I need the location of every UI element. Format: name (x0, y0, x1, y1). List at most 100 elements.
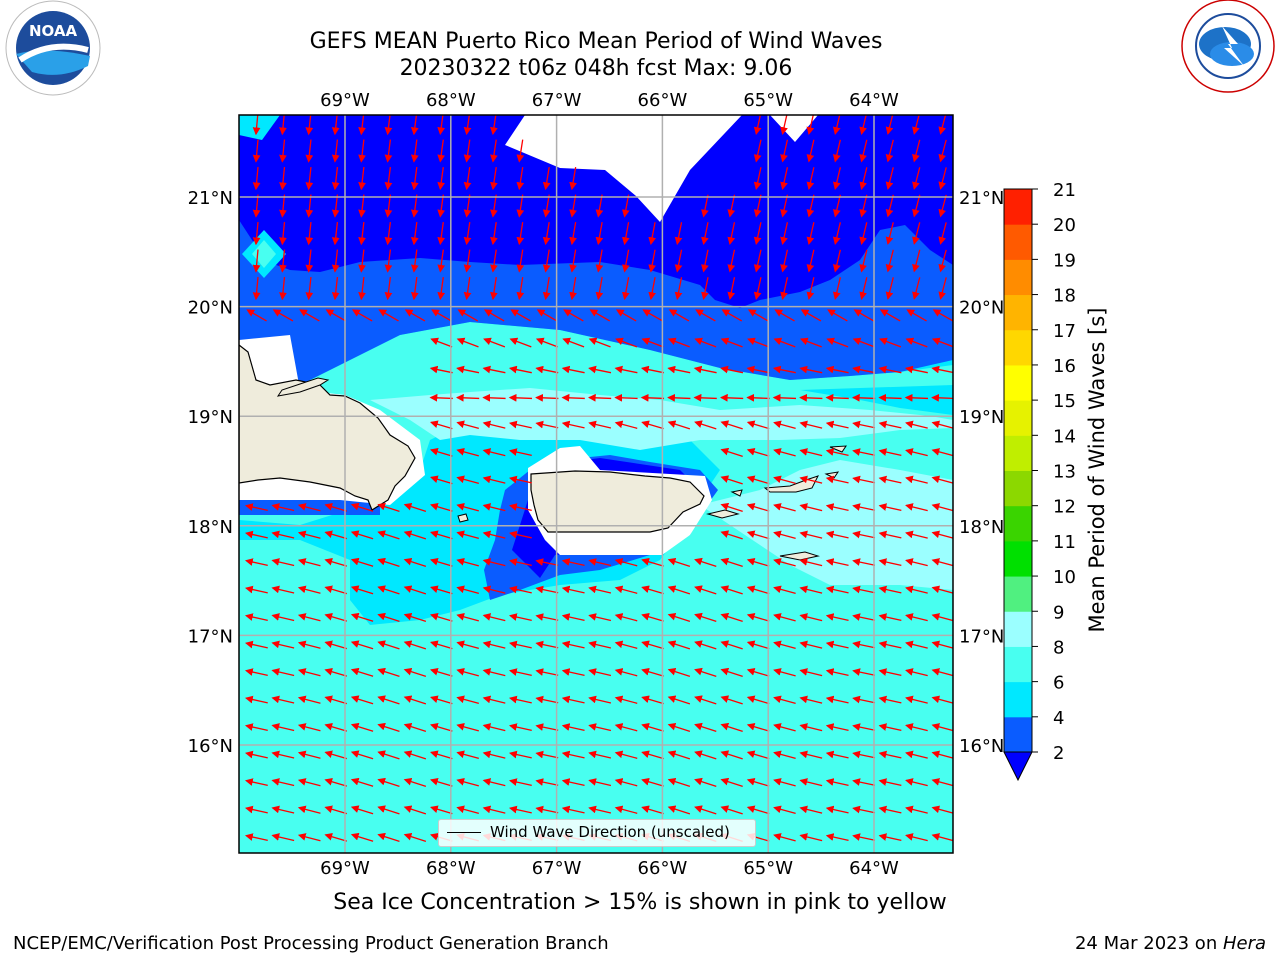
colorbar-segment (1004, 294, 1032, 331)
wave-direction-arrow (746, 365, 770, 374)
wave-direction-arrow (693, 365, 717, 374)
wave-direction-arrow (377, 750, 400, 760)
wave-direction-arrow (852, 337, 875, 348)
wave-direction-arrow (305, 139, 314, 163)
wave-direction-arrow (905, 695, 928, 704)
wave-direction-arrow (279, 221, 287, 246)
wave-direction-arrow (508, 365, 532, 374)
wave-direction-arrow (430, 722, 453, 732)
wave-direction-arrow (825, 448, 849, 456)
wave-direction-arrow (535, 613, 559, 621)
colorbar-segment (1004, 259, 1032, 296)
wave-direction-arrow (806, 222, 815, 245)
wave-direction-arrow (252, 194, 261, 218)
wave-direction-arrow (773, 695, 796, 704)
wave-direction-arrow (490, 277, 498, 301)
wave-direction-arrow (324, 530, 347, 540)
wave-direction-arrow (463, 277, 472, 301)
wave-direction-arrow (482, 503, 506, 512)
wave-direction-arrow (482, 365, 506, 374)
wave-direction-arrow (641, 557, 664, 567)
wave-direction-arrow (595, 222, 604, 246)
wave-direction-arrow (799, 805, 823, 814)
colorbar-tick-label: 20 (1053, 215, 1076, 236)
wave-direction-arrow (377, 640, 400, 650)
wave-direction-arrow (535, 805, 559, 814)
colorbar-tick-label: 19 (1053, 250, 1076, 271)
wave-direction-arrow (799, 833, 823, 842)
wave-direction-arrow (806, 277, 815, 300)
wave-direction-arrow (938, 277, 947, 300)
wave-direction-arrow (331, 221, 340, 246)
wave-direction-arrow (561, 668, 585, 676)
lat-tick-label-left: 17°N (188, 626, 233, 647)
wave-direction-arrow (403, 667, 427, 677)
wave-direction-arrow (350, 502, 374, 512)
wave-direction-arrow (410, 277, 419, 301)
wave-direction-arrow (490, 194, 498, 218)
colorbar-segment (1004, 576, 1032, 612)
wave-direction-arrow (482, 778, 506, 787)
wave-direction-arrow (614, 558, 638, 567)
wave-direction-arrow (350, 530, 374, 540)
wave-direction-arrow (463, 194, 472, 218)
wave-direction-arrow (720, 420, 743, 430)
wave-direction-arrow (482, 530, 506, 539)
wave-direction-arrow (377, 832, 400, 843)
wave-direction-arrow (595, 194, 604, 218)
wave-direction-arrow (516, 249, 525, 273)
wave-direction-arrow (350, 832, 374, 842)
wave-direction-arrow (456, 695, 479, 705)
wave-direction-arrow (938, 194, 947, 218)
wave-direction-arrow (595, 249, 604, 273)
wave-direction-arrow (720, 612, 743, 622)
wave-direction-arrow (799, 337, 822, 348)
wave-direction-arrow (299, 309, 320, 322)
wave-direction-arrow (377, 557, 400, 568)
wave-direction-arrow (695, 309, 716, 322)
wave-direction-arrow (569, 194, 577, 218)
wave-direction-arrow (482, 475, 506, 484)
lat-tick-label-right: 16°N (959, 736, 1004, 757)
wave-direction-arrow (827, 309, 848, 322)
wave-direction-arrow (727, 194, 736, 218)
wave-direction-arrow (508, 503, 532, 512)
wave-direction-arrow (746, 612, 770, 622)
wave-direction-arrow (350, 805, 374, 815)
wave-direction-arrow (878, 750, 902, 759)
wave-direction-arrow (324, 557, 347, 567)
wave-direction-arrow (746, 585, 770, 595)
wave-direction-arrow (938, 222, 947, 245)
chart-subtitle: 20230322 t06z 048h fcst Max: 9.06 (399, 56, 793, 81)
wave-direction-arrow (510, 309, 531, 322)
wave-direction-arrow (852, 723, 876, 731)
lat-tick-label-right: 18°N (959, 517, 1004, 538)
wave-direction-arrow (535, 750, 559, 759)
wave-direction-arrow (799, 558, 823, 567)
wave-direction-arrow (456, 668, 479, 677)
wave-direction-arrow (641, 777, 664, 787)
lat-tick-label-left: 18°N (188, 517, 233, 538)
wave-direction-arrow (279, 276, 287, 301)
wave-direction-arrow (746, 640, 770, 650)
wave-direction-arrow (931, 778, 953, 787)
wave-direction-arrow (244, 530, 268, 539)
wave-direction-arrow (430, 585, 453, 595)
wave-direction-arrow (508, 695, 532, 704)
wave-direction-arrow (482, 585, 506, 594)
wave-direction-arrow (482, 558, 506, 567)
wave-direction-arrow (324, 777, 347, 787)
wave-direction-arrow (456, 365, 480, 374)
noaa-logo-text: NOAA (29, 22, 78, 40)
wave-direction-arrow (614, 365, 638, 374)
wave-direction-arrow (780, 277, 789, 301)
wave-direction-arrow (905, 805, 928, 814)
wave-direction-arrow (324, 585, 347, 595)
wave-direction-arrow (694, 695, 717, 705)
wave-direction-arrow (648, 277, 656, 301)
wave-direction-arrow (561, 613, 585, 621)
wave-direction-arrow (430, 612, 453, 622)
wave-direction-arrow (905, 833, 928, 842)
wave-direction-arrow (252, 139, 261, 163)
wave-direction-arrow (271, 750, 295, 759)
